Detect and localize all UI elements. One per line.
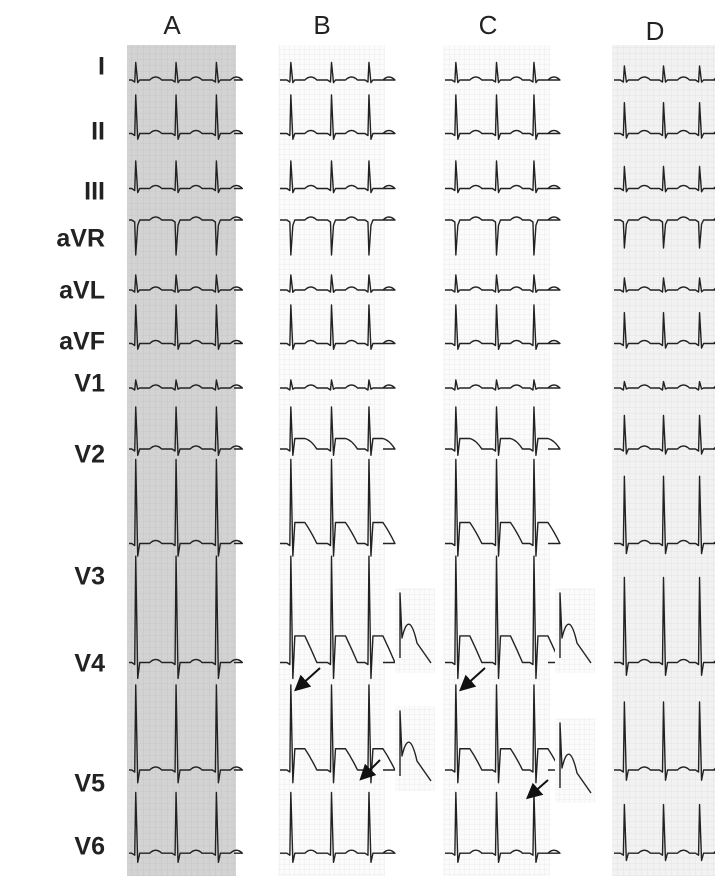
lead-label: V4 (74, 650, 105, 678)
lead-label: aVF (59, 328, 105, 356)
ecg-figure: ABCDIIIIIIaVRaVLaVFV1V2V3V4V5V6 (0, 0, 715, 876)
ecg-panel (127, 45, 236, 876)
column-label: C (479, 10, 498, 40)
panels (127, 45, 715, 876)
lead-label: V3 (74, 563, 105, 591)
lead-label: II (91, 118, 105, 146)
column-label: D (646, 16, 665, 46)
page: {"columns": ["A", "B", "C", "D"], "leads… (0, 0, 715, 876)
lead-label: V2 (74, 441, 105, 469)
lead-label: V5 (74, 770, 105, 798)
lead-label: V6 (74, 833, 105, 861)
lead-label: V1 (74, 370, 105, 398)
column-label: B (313, 10, 330, 40)
lead-label: aVR (56, 225, 105, 253)
lead-label: aVL (59, 277, 105, 305)
column-label: A (163, 10, 181, 40)
lead-label: I (98, 53, 105, 81)
lead-label: III (84, 178, 105, 206)
